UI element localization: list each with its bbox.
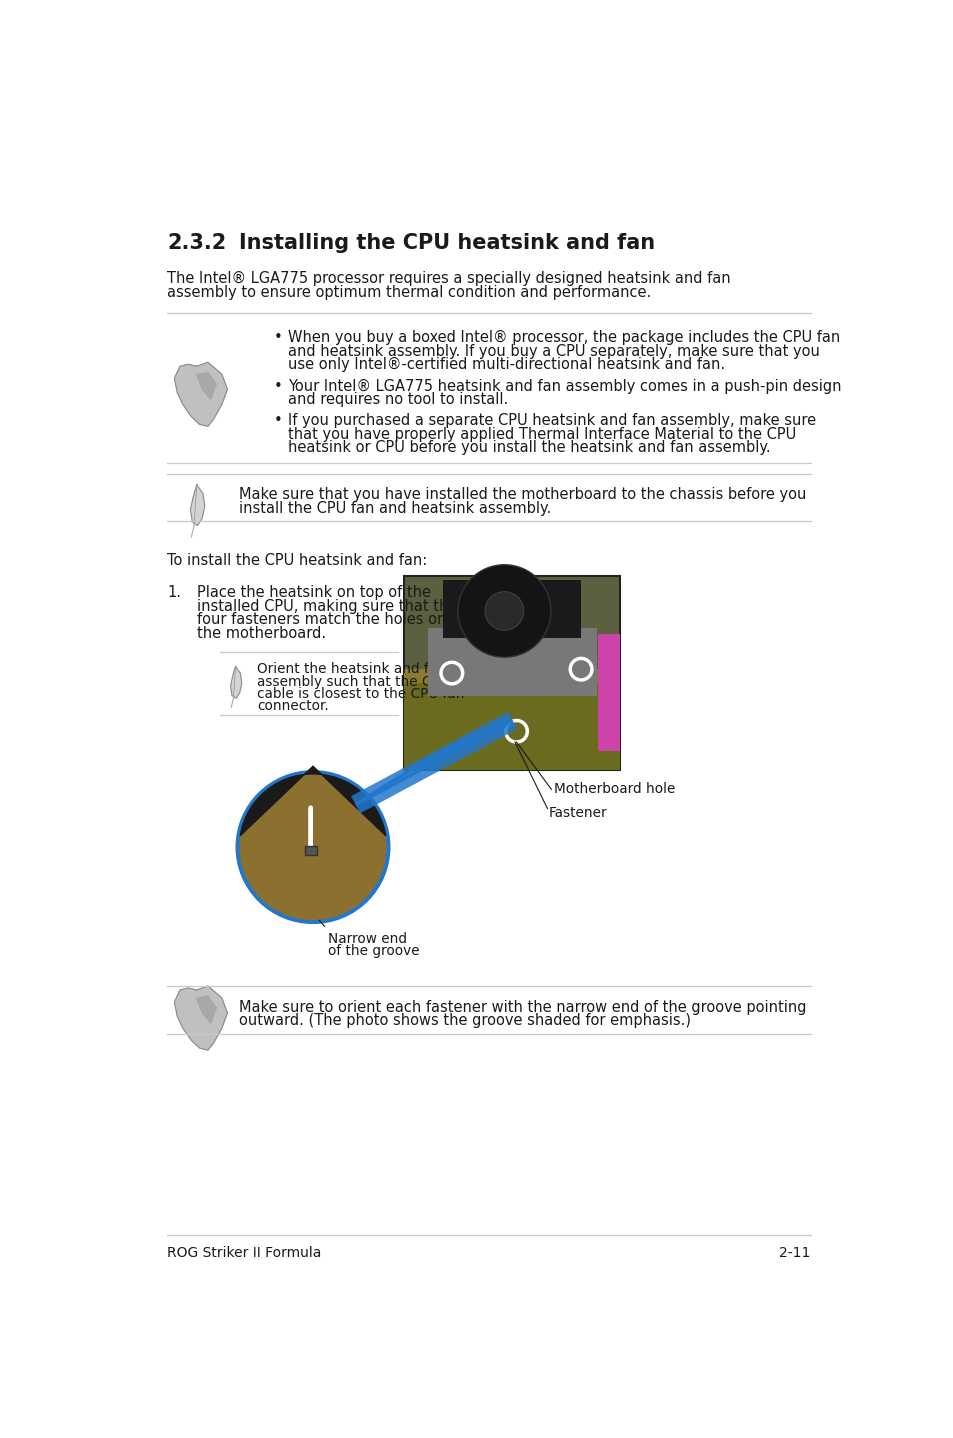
Bar [404,577,619,771]
Polygon shape [174,986,227,1050]
Polygon shape [196,997,216,1022]
Text: and heatsink assembly. If you buy a CPU separately, make sure that you: and heatsink assembly. If you buy a CPU … [288,344,820,360]
Bar [598,634,619,751]
Text: If you purchased a separate CPU heatsink and fan assembly, make sure: If you purchased a separate CPU heatsink… [288,413,816,429]
Text: connector.: connector. [257,699,329,713]
Text: Make sure to orient each fastener with the narrow end of the groove pointing: Make sure to orient each fastener with t… [239,999,806,1015]
Text: the motherboard.: the motherboard. [196,626,326,641]
Circle shape [239,774,386,920]
Bar [427,628,596,696]
Text: Installing the CPU heatsink and fan: Installing the CPU heatsink and fan [239,233,655,253]
Text: install the CPU fan and heatsink assembly.: install the CPU fan and heatsink assembl… [239,500,551,516]
Bar [404,669,619,771]
Text: cable is closest to the CPU fan: cable is closest to the CPU fan [257,687,464,700]
Text: 2.3.2: 2.3.2 [167,233,226,253]
Text: •: • [274,413,283,429]
Circle shape [457,565,550,657]
Text: installed CPU, making sure that the: installed CPU, making sure that the [196,598,456,614]
Polygon shape [174,362,227,426]
Text: The Intel® LGA775 processor requires a specially designed heatsink and fan: The Intel® LGA775 processor requires a s… [167,272,730,286]
Text: four fasteners match the holes on: four fasteners match the holes on [196,613,446,627]
Text: 2-11: 2-11 [779,1245,810,1260]
Text: Orient the heatsink and fan: Orient the heatsink and fan [257,663,446,676]
Text: assembly such that the CPU fan: assembly such that the CPU fan [257,674,476,689]
Text: Motherboard hole: Motherboard hole [553,782,675,797]
Text: Narrow end: Narrow end [328,932,407,946]
Text: •: • [274,378,283,394]
Polygon shape [191,485,205,525]
Text: assembly to ensure optimum thermal condition and performance.: assembly to ensure optimum thermal condi… [167,285,651,299]
Text: that you have properly applied Thermal Interface Material to the CPU: that you have properly applied Thermal I… [288,427,796,441]
Text: Fastener: Fastener [549,805,607,820]
Text: 1.: 1. [167,585,181,600]
Text: of the groove: of the groove [328,945,419,958]
Text: Your Intel® LGA775 heatsink and fan assembly comes in a push-pin design: Your Intel® LGA775 heatsink and fan asse… [288,378,841,394]
Text: outward. (The photo shows the groove shaded for emphasis.): outward. (The photo shows the groove sha… [239,1012,691,1028]
Bar [443,580,580,638]
Text: When you buy a boxed Intel® processor, the package includes the CPU fan: When you buy a boxed Intel® processor, t… [288,331,840,345]
Circle shape [484,591,523,630]
Bar [305,846,316,854]
Text: use only Intel®-certified multi-directional heatsink and fan.: use only Intel®-certified multi-directio… [288,358,724,372]
Circle shape [235,771,390,925]
Polygon shape [196,372,216,400]
Text: Make sure that you have installed the motherboard to the chassis before you: Make sure that you have installed the mo… [239,487,806,502]
Text: and requires no tool to install.: and requires no tool to install. [288,393,508,407]
Text: To install the CPU heatsink and fan:: To install the CPU heatsink and fan: [167,554,427,568]
Polygon shape [231,666,241,699]
Text: •: • [274,331,283,345]
Text: heatsink or CPU before you install the heatsink and fan assembly.: heatsink or CPU before you install the h… [288,440,770,456]
Text: Place the heatsink on top of the: Place the heatsink on top of the [196,585,431,600]
Polygon shape [240,766,385,835]
Bar [404,683,619,771]
Text: ROG Striker II Formula: ROG Striker II Formula [167,1245,321,1260]
